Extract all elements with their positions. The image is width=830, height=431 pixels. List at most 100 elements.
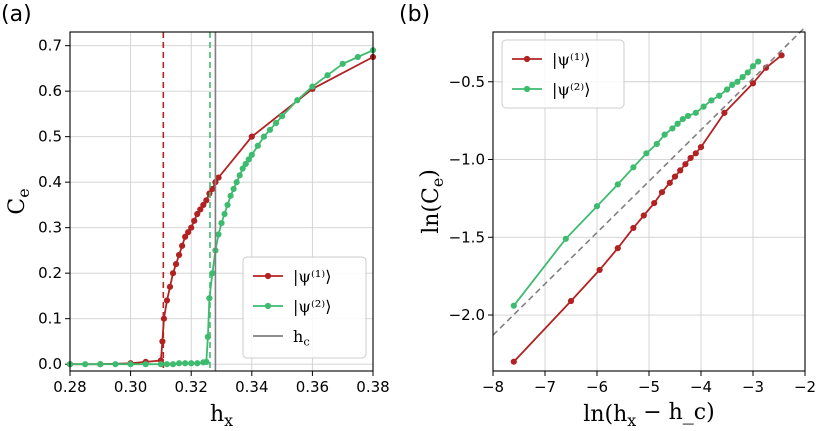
data-point (354, 53, 361, 61)
data-point (614, 181, 621, 188)
data-point (653, 140, 660, 148)
data-point (182, 233, 189, 240)
y-tick-label: 0.0 (38, 355, 62, 373)
y-tick-label: −0.5 (449, 73, 485, 91)
data-point (221, 210, 228, 218)
x-axis-label: ln(hx − h_c) (583, 400, 714, 430)
y-tick-label: 0.2 (38, 264, 62, 282)
y-tick-label: 0.7 (38, 37, 62, 55)
data-point (175, 360, 183, 367)
data-point (169, 361, 177, 368)
series-2 (66, 32, 377, 371)
data-point (260, 133, 268, 140)
data-point (172, 260, 180, 268)
x-tick-label: 0.30 (114, 378, 147, 396)
data-point (239, 165, 246, 172)
chart-a: 0.28 0.30 0.32 0.34 0.36 0.38 0.0 0.1 0.2 0.3 0.4 0… (5, 31, 390, 430)
data-point (266, 126, 274, 133)
data-point (677, 167, 684, 174)
data-point (224, 201, 231, 209)
data-point (163, 361, 171, 368)
data-point (209, 185, 216, 193)
data-point (671, 173, 679, 180)
series-1 (66, 32, 377, 371)
legend-swatch-marker (523, 85, 531, 93)
data-point (97, 361, 104, 368)
x-tick-label: 0.36 (296, 378, 329, 396)
data-point (593, 203, 601, 210)
data-point (510, 358, 517, 365)
data-point (112, 361, 119, 368)
x-tick-label: −6 (586, 378, 608, 396)
y-axis-label: Ce (5, 188, 33, 214)
data-point (160, 315, 168, 322)
data-point (159, 338, 166, 345)
data-point (596, 266, 603, 274)
data-point (562, 235, 569, 242)
data-point (324, 72, 331, 79)
y-tick-label: 0.4 (38, 173, 62, 191)
legend-swatch-marker (264, 302, 272, 310)
x-tick-label: 0.32 (174, 378, 207, 396)
data-point (215, 231, 222, 238)
data-point (687, 154, 694, 162)
panel-label-a: (a) (1, 2, 32, 27)
plot-frame (492, 31, 806, 372)
data-point (630, 164, 637, 171)
data-point (203, 197, 210, 204)
data-point (175, 251, 183, 259)
data-point (197, 206, 204, 213)
x-tick-label: −8 (482, 378, 504, 396)
data-point (142, 361, 149, 368)
data-point (721, 109, 728, 116)
data-point (692, 150, 699, 157)
data-point (643, 150, 650, 157)
series-2 (510, 58, 762, 309)
data-point (194, 210, 201, 218)
data-point (206, 295, 213, 302)
y-tick-label: −1.5 (449, 228, 485, 246)
legend-label: |ψ⁽¹⁾⟩ (552, 50, 590, 69)
data-point (640, 212, 647, 219)
x-axis-label: hx (210, 402, 233, 430)
data-point (203, 358, 210, 365)
data-point (248, 133, 255, 140)
x-tick-label: 0.38 (356, 378, 389, 396)
data-point (188, 360, 195, 367)
data-point (245, 156, 252, 163)
x-tick-label: −2 (794, 378, 816, 396)
y-tick-label: −2.0 (449, 306, 485, 324)
data-point (716, 92, 723, 99)
data-point (200, 201, 207, 209)
data-point (658, 189, 666, 196)
x-tick-label: 0.34 (235, 378, 268, 396)
x-tick-label: −3 (742, 378, 764, 396)
legend-box (501, 39, 625, 109)
data-point (729, 81, 736, 88)
y-tick-label: 0.1 (38, 310, 62, 328)
data-point (248, 151, 255, 158)
data-point (233, 179, 240, 186)
legend-swatch-marker (264, 272, 272, 280)
data-point (734, 78, 741, 85)
chart-b: −8 −7 −6 −5 −4 −3 −2 −2.0 −1.5 −1.0 −0.5 ln(hx − h_… (417, 26, 816, 430)
data-point (188, 224, 195, 231)
legend-label: |ψ⁽¹⁾⟩ (293, 267, 331, 286)
data-point (194, 360, 201, 367)
data-point (744, 69, 751, 76)
data-point (510, 302, 517, 309)
data-point (567, 297, 575, 305)
y-axis-label: ln(Ce) (417, 169, 447, 234)
data-point (614, 245, 621, 252)
legend-label: |ψ⁽²⁾⟩ (293, 297, 331, 316)
data-point (674, 120, 681, 127)
series-1 (510, 52, 785, 365)
legend-label: hc (293, 327, 310, 349)
data-point (279, 113, 286, 120)
legend-swatch-marker (523, 55, 531, 63)
data-point (242, 160, 249, 168)
data-point (230, 185, 237, 193)
legend-label: |ψ⁽²⁾⟩ (552, 80, 590, 99)
x-tick-label: −5 (638, 378, 660, 396)
